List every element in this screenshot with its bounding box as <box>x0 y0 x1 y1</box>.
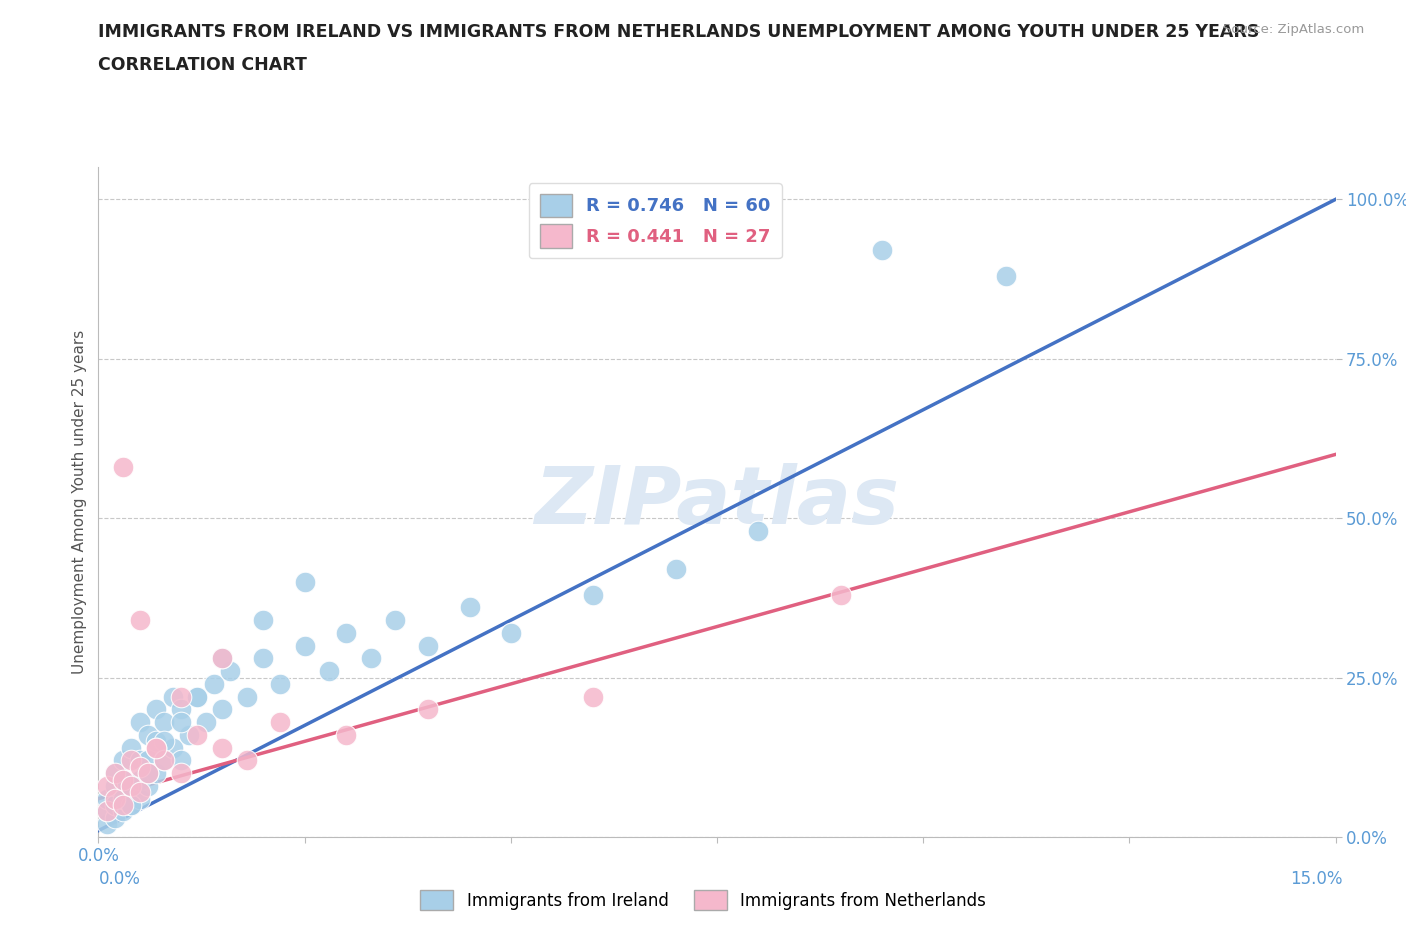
Point <box>153 715 176 730</box>
Point <box>128 760 150 775</box>
Point <box>104 791 127 806</box>
Point <box>104 810 127 825</box>
Point <box>211 702 233 717</box>
Point <box>269 676 291 691</box>
Point <box>236 689 259 704</box>
Point <box>252 613 274 628</box>
Legend: R = 0.746   N = 60, R = 0.441   N = 27: R = 0.746 N = 60, R = 0.441 N = 27 <box>529 183 782 259</box>
Point <box>162 740 184 755</box>
Point <box>153 753 176 768</box>
Point <box>120 798 142 813</box>
Point <box>120 778 142 793</box>
Point <box>582 689 605 704</box>
Point <box>830 587 852 602</box>
Point <box>994 269 1017 284</box>
Point <box>153 734 176 749</box>
Point <box>120 740 142 755</box>
Point <box>128 613 150 628</box>
Point <box>136 765 159 780</box>
Point <box>665 562 688 577</box>
Point <box>384 613 406 628</box>
Point <box>186 689 208 704</box>
Text: 0.0%: 0.0% <box>98 870 141 887</box>
Point <box>128 753 150 768</box>
Legend: Immigrants from Ireland, Immigrants from Netherlands: Immigrants from Ireland, Immigrants from… <box>413 884 993 917</box>
Point <box>870 243 893 258</box>
Point <box>112 459 135 474</box>
Point <box>120 753 142 768</box>
Point <box>112 804 135 819</box>
Point <box>269 715 291 730</box>
Text: ZIPatlas: ZIPatlas <box>534 463 900 541</box>
Point <box>112 791 135 806</box>
Point <box>294 575 316 590</box>
Point <box>145 765 167 780</box>
Point <box>170 689 193 704</box>
Point <box>582 587 605 602</box>
Point <box>104 798 127 813</box>
Point <box>219 664 242 679</box>
Y-axis label: Unemployment Among Youth under 25 years: Unemployment Among Youth under 25 years <box>72 330 87 674</box>
Point <box>104 765 127 780</box>
Point <box>252 651 274 666</box>
Point <box>418 638 440 653</box>
Point <box>145 740 167 755</box>
Point <box>96 778 118 793</box>
Text: IMMIGRANTS FROM IRELAND VS IMMIGRANTS FROM NETHERLANDS UNEMPLOYMENT AMONG YOUTH : IMMIGRANTS FROM IRELAND VS IMMIGRANTS FR… <box>98 23 1260 41</box>
Point <box>211 740 233 755</box>
Point <box>104 778 127 793</box>
Point <box>145 702 167 717</box>
Point <box>96 817 118 831</box>
Point <box>120 798 142 813</box>
Point <box>145 740 167 755</box>
Point <box>162 689 184 704</box>
Point <box>360 651 382 666</box>
Point <box>112 753 135 768</box>
Point <box>120 778 142 793</box>
Point <box>294 638 316 653</box>
Point <box>112 798 135 813</box>
Point <box>458 600 481 615</box>
Point <box>170 702 193 717</box>
Point <box>747 524 769 538</box>
Point <box>153 753 176 768</box>
Point <box>211 651 233 666</box>
Text: CORRELATION CHART: CORRELATION CHART <box>98 56 308 73</box>
Point <box>211 651 233 666</box>
Point <box>128 772 150 787</box>
Point <box>170 753 193 768</box>
Point <box>418 702 440 717</box>
Text: 15.0%: 15.0% <box>1291 870 1343 887</box>
Point <box>236 753 259 768</box>
Point <box>318 664 340 679</box>
Point <box>499 626 522 641</box>
Point <box>112 772 135 787</box>
Point <box>104 765 127 780</box>
Text: Source: ZipAtlas.com: Source: ZipAtlas.com <box>1223 23 1364 36</box>
Point <box>136 765 159 780</box>
Point <box>136 727 159 742</box>
Point <box>145 734 167 749</box>
Point <box>186 727 208 742</box>
Point <box>96 791 118 806</box>
Point <box>179 727 201 742</box>
Point <box>335 727 357 742</box>
Point <box>128 785 150 800</box>
Point <box>128 791 150 806</box>
Point <box>96 804 118 819</box>
Point <box>170 765 193 780</box>
Point <box>112 772 135 787</box>
Point <box>96 804 118 819</box>
Point <box>136 753 159 768</box>
Point <box>202 676 225 691</box>
Point <box>136 778 159 793</box>
Point <box>186 689 208 704</box>
Point <box>128 715 150 730</box>
Point <box>194 715 217 730</box>
Point <box>335 626 357 641</box>
Point <box>170 715 193 730</box>
